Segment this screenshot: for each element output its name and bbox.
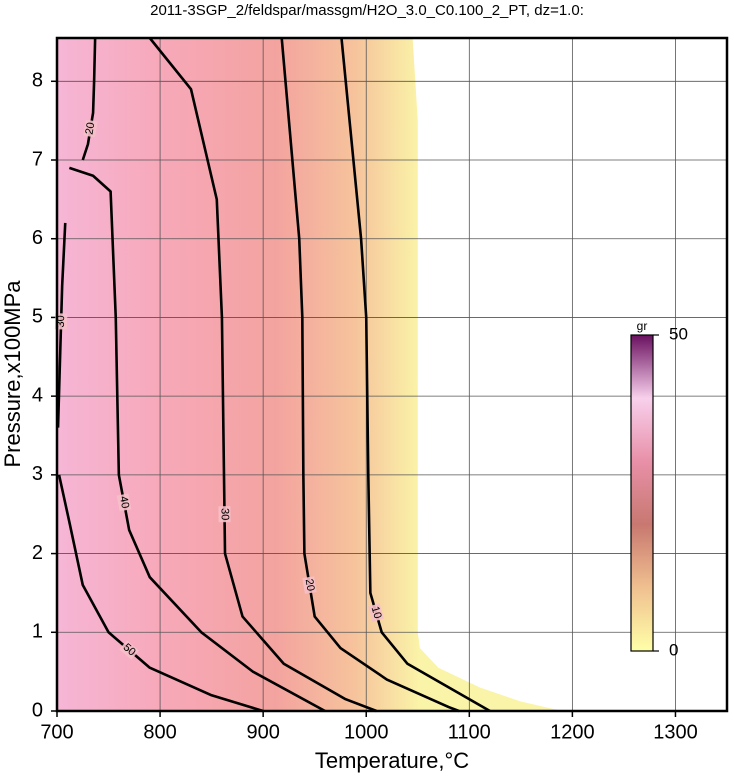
contour-label-bg: [116, 493, 132, 512]
contour-label-group: 30: [218, 506, 231, 523]
y-axis-label: Pressure,x100MPa: [0, 280, 25, 468]
y-tick-label: 7: [32, 148, 43, 170]
y-tick-label: 8: [32, 70, 43, 92]
contour-label: 10: [369, 605, 384, 620]
field: [57, 38, 563, 711]
contour-label-group: 40: [116, 493, 132, 512]
contour-line: [340, 37, 491, 713]
contour-label-group: 50: [119, 640, 140, 660]
chart-title: 2011-3SGP_2/feldspar/massgm/H2O_3.0_C0.1…: [150, 2, 584, 19]
colorbar-tick-label: 50: [669, 324, 688, 343]
x-axis-label: Temperature,°C: [315, 748, 469, 773]
contour-line: [57, 474, 264, 713]
y-tick-label: 2: [32, 542, 43, 564]
contour-label-bg: [368, 603, 385, 622]
y-tick-label: 5: [32, 306, 43, 328]
x-tick-label: 1000: [344, 721, 389, 743]
contour-label-group: 20: [83, 119, 98, 138]
y-tick-label: 1: [32, 621, 43, 643]
contour-label: 40: [117, 495, 131, 509]
contour-label-bg: [119, 640, 140, 660]
x-tick-label: 1300: [653, 721, 698, 743]
contour-label: 20: [303, 578, 317, 592]
x-tick-label: 1200: [550, 721, 595, 743]
y-tick-label: 6: [32, 227, 43, 249]
plot-frame: [55, 36, 729, 713]
colorbar-label: gr: [637, 319, 648, 333]
contour-label: 20: [83, 121, 97, 135]
y-tick-label: 4: [32, 384, 43, 406]
x-tick-label: 700: [40, 721, 73, 743]
colorbar: [630, 334, 654, 652]
x-tick-label: 1100: [448, 721, 491, 743]
x-tick-label: 800: [143, 721, 176, 743]
y-tick-label: 0: [32, 699, 43, 721]
contour-line: [81, 37, 97, 161]
contour-label-group: 20: [302, 576, 317, 594]
contour-label-bg: [302, 576, 317, 594]
contour-label-bg: [218, 506, 231, 523]
colorbar-tick-label: 0: [669, 640, 678, 659]
contour-label-bg: [83, 119, 98, 138]
x-tick-label: 900: [246, 721, 279, 743]
y-tick-label: 3: [32, 463, 43, 485]
contour-label-group: 10: [368, 603, 385, 622]
contour-label: 30: [219, 508, 231, 520]
